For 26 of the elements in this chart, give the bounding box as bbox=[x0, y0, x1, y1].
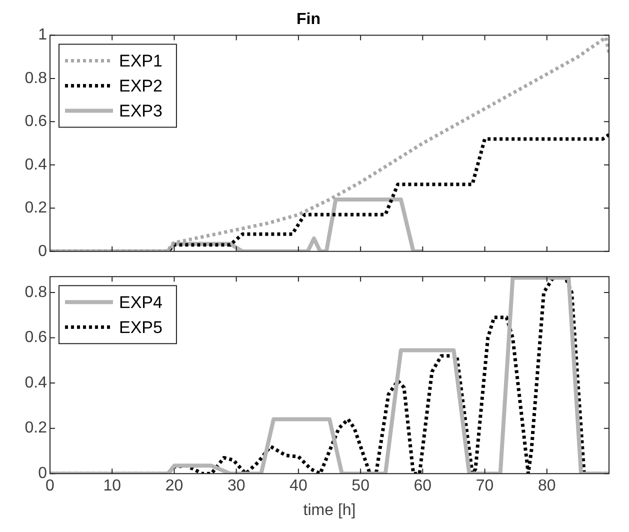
legend-label: EXP2 bbox=[119, 76, 162, 96]
legend-label: EXP5 bbox=[119, 318, 162, 337]
y-tick-label: 1 bbox=[38, 26, 48, 44]
y-tick-label: 0.2 bbox=[24, 200, 48, 217]
legend-label: EXP3 bbox=[119, 101, 162, 120]
x-tick-label: 50 bbox=[352, 478, 370, 495]
legend-label: EXP1 bbox=[119, 51, 162, 70]
x-tick-label: 30 bbox=[227, 478, 246, 495]
x-tick-label: 20 bbox=[165, 478, 184, 495]
y-tick-label: 0.4 bbox=[24, 156, 48, 174]
y-tick-label: 0.6 bbox=[24, 113, 48, 130]
x-axis-title: time [h] bbox=[303, 502, 356, 519]
y-tick-label: 0.8 bbox=[24, 70, 48, 87]
x-tick-label: 70 bbox=[476, 478, 494, 495]
y-tick-label: 0 bbox=[38, 242, 48, 260]
x-tick-label: 40 bbox=[290, 478, 308, 495]
chart-title: Fin bbox=[296, 11, 320, 28]
y-tick-label: 0 bbox=[38, 465, 48, 482]
y-tick-label: 0.8 bbox=[24, 284, 48, 301]
x-tick-label: 80 bbox=[538, 478, 556, 495]
y-tick-label: 0.6 bbox=[24, 329, 48, 346]
y-tick-label: 0.2 bbox=[24, 420, 48, 437]
y-tick-label: 0.4 bbox=[24, 374, 48, 392]
legend-label: EXP4 bbox=[119, 292, 162, 312]
x-tick-label: 10 bbox=[103, 478, 122, 495]
x-tick-label: 60 bbox=[414, 478, 432, 495]
